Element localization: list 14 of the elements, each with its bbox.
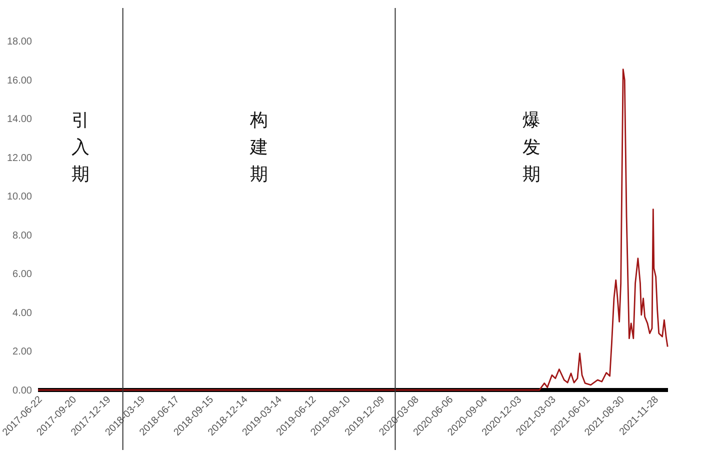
annotation: 引入期 (71, 110, 90, 184)
y-tick-label: 16.00 (6, 75, 32, 86)
y-tick-label: 2.00 (12, 346, 32, 358)
y-tick-label: 14.00 (6, 114, 32, 126)
y-tick-label: 0.00 (12, 386, 32, 396)
annotation: 构建期 (249, 110, 268, 184)
line-series (37, 68, 668, 391)
y-tick-label: 4.00 (12, 308, 32, 319)
y-tick-label: 12.00 (6, 152, 32, 164)
y-tick-label: 6.00 (12, 269, 32, 280)
y-tick-label: 10.00 (6, 192, 32, 203)
annotation: 爆发期 (522, 110, 541, 184)
y-tick-label: 18.00 (6, 36, 32, 48)
y-tick-label: 8.00 (12, 230, 32, 242)
